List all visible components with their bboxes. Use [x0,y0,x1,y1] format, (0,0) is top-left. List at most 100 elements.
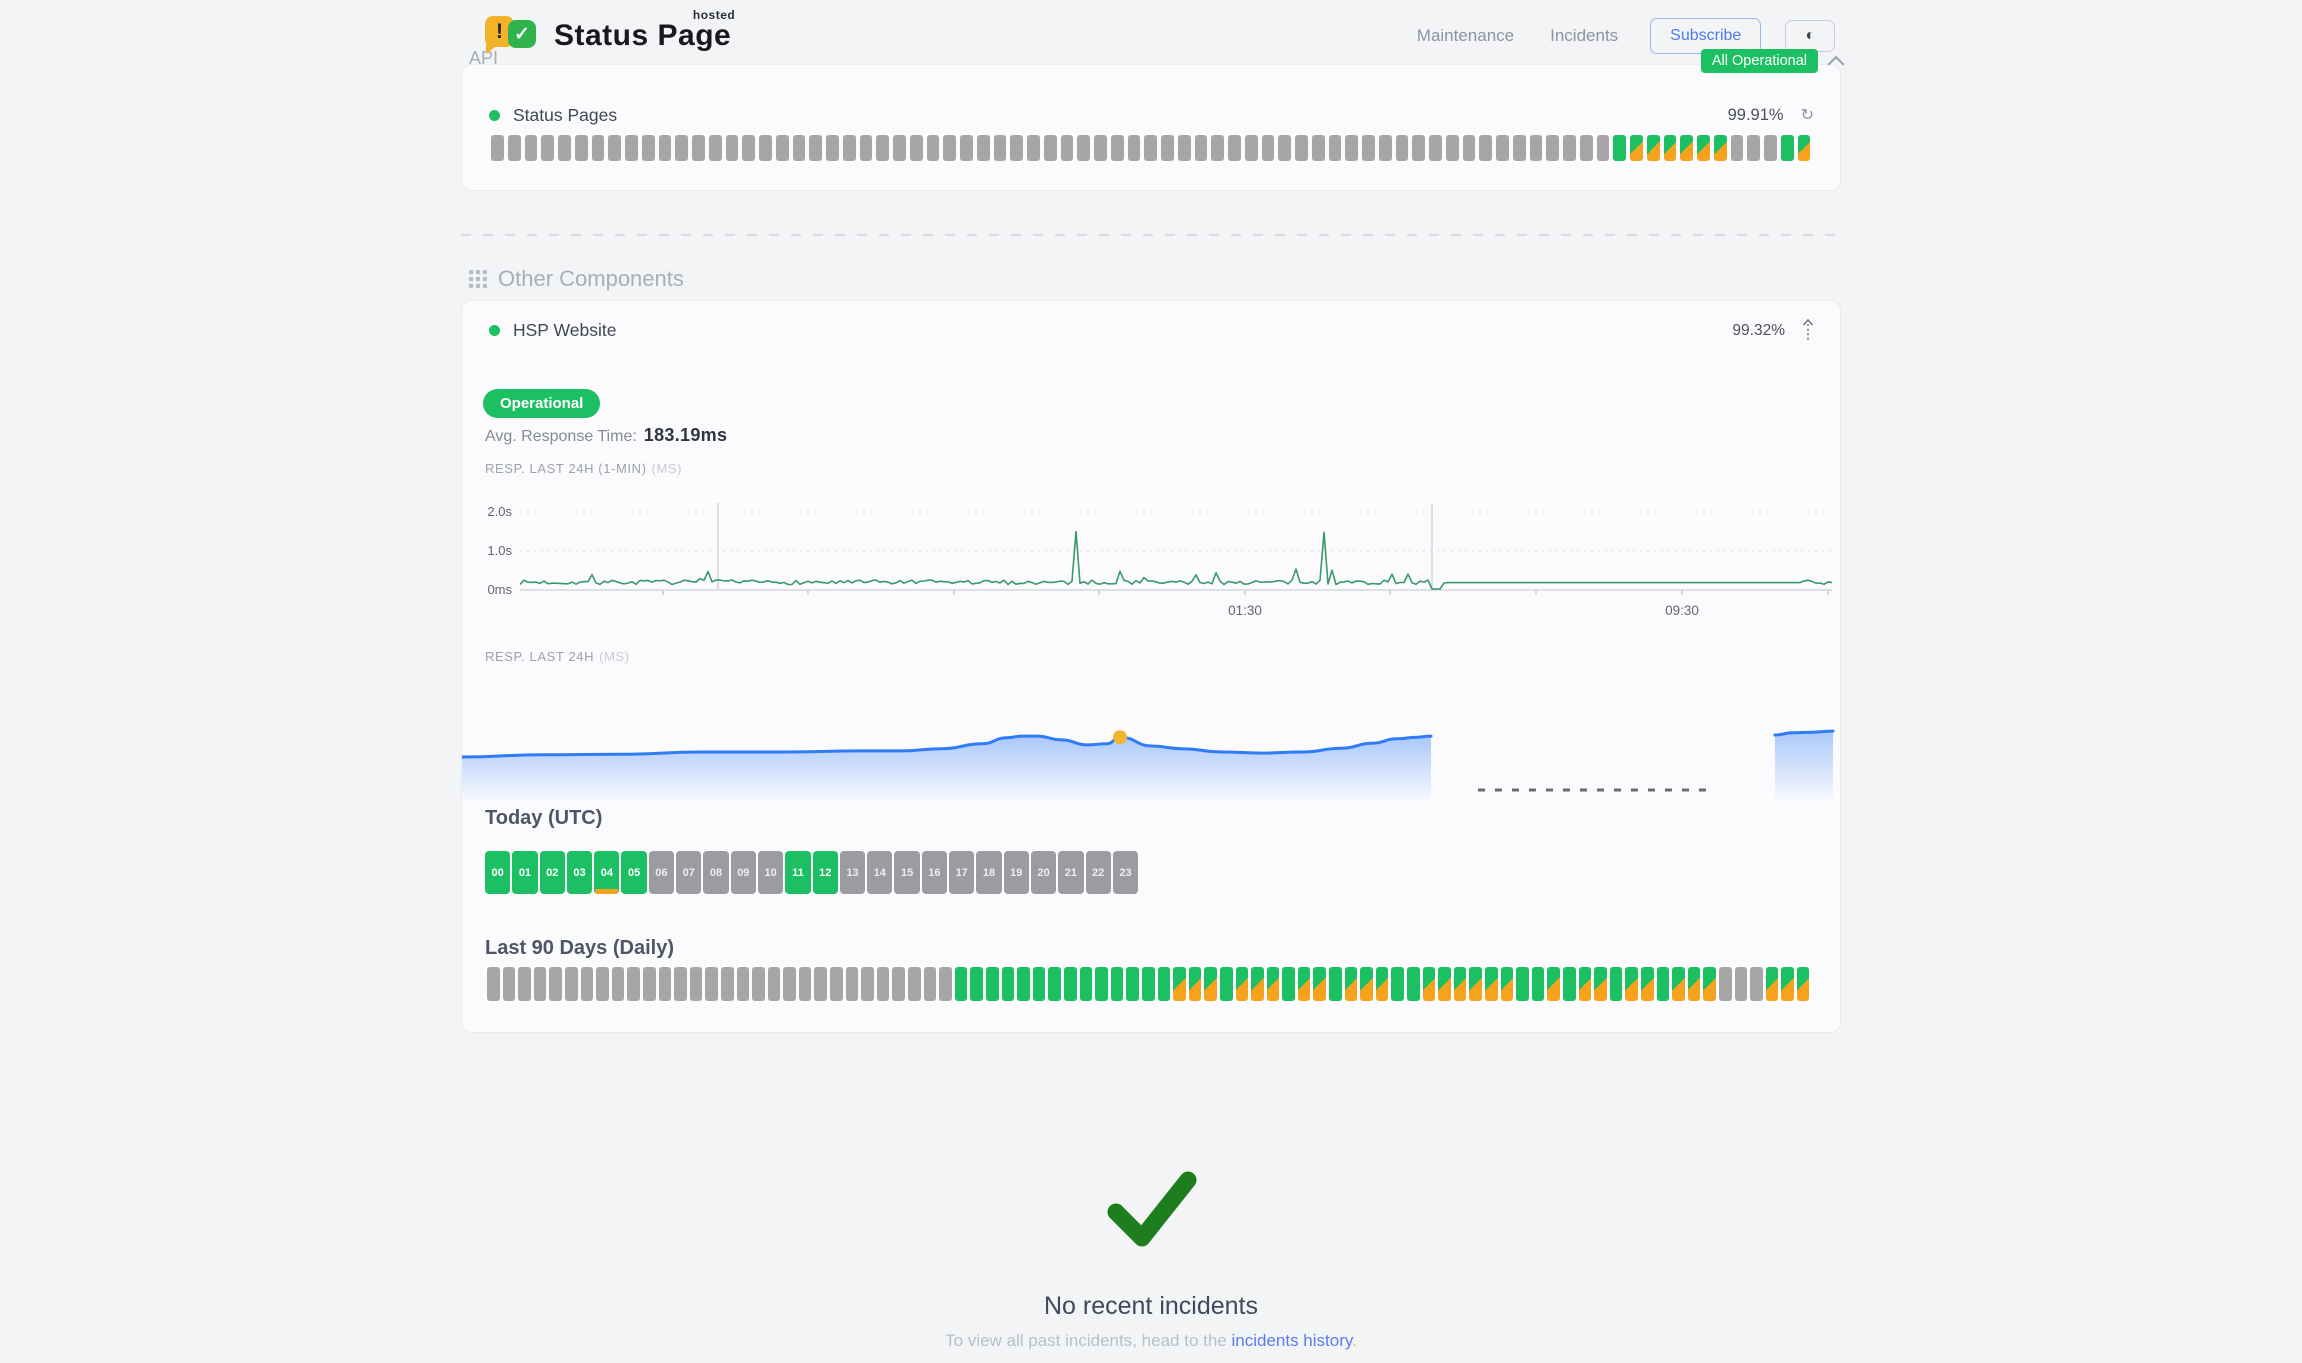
uptime-bar[interactable] [759,135,772,161]
uptime-bar[interactable] [1563,135,1576,161]
hour-block[interactable]: 12 [812,851,838,894]
uptime-bar[interactable] [742,135,755,161]
theme-toggle-button[interactable]: ◐ [1785,20,1835,52]
uptime-bar-90d[interactable] [1032,967,1046,1001]
uptime-bar-90d[interactable] [564,967,578,1001]
uptime-bar-90d[interactable] [986,967,999,1001]
hour-block[interactable]: 18 [976,851,1002,894]
hour-block[interactable]: 22 [1085,851,1111,894]
uptime-bar-90d[interactable] [580,967,594,1001]
uptime-bar[interactable] [1546,135,1559,161]
uptime-bar-90d[interactable] [1531,967,1545,1001]
uptime-bar-90d[interactable] [1640,967,1654,1001]
uptime-bar[interactable] [792,135,806,161]
uptime-bar-90d[interactable] [1266,967,1280,1001]
uptime-bar-90d[interactable] [1188,967,1202,1001]
uptime-bar-90d[interactable] [1407,967,1420,1001]
incidents-history-link[interactable]: incidents history [1231,1331,1353,1350]
uptime-bar-90d[interactable] [1734,967,1748,1001]
uptime-bar[interactable] [1110,135,1124,161]
uptime-bar-90d[interactable] [502,967,516,1001]
uptime-bar-90d[interactable] [1625,967,1638,1001]
uptime-bar[interactable] [826,135,839,161]
uptime-bar[interactable] [1328,135,1342,161]
hour-block[interactable]: 08 [703,851,729,894]
uptime-bar[interactable] [708,135,722,161]
uptime-bar-90d[interactable] [705,967,718,1001]
uptime-bar-90d[interactable] [1235,967,1249,1001]
uptime-bar-90d[interactable] [1141,967,1155,1001]
uptime-bar-90d[interactable] [1516,967,1529,1001]
uptime-bar[interactable] [1764,135,1777,161]
hour-block[interactable]: 03 [566,851,593,894]
uptime-bar-90d[interactable] [767,967,781,1001]
uptime-bar[interactable] [1043,135,1057,161]
uptime-bar[interactable] [1010,135,1023,161]
uptime-bar[interactable] [809,135,822,161]
uptime-bar-90d[interactable] [845,967,859,1001]
uptime-bar[interactable] [658,135,672,161]
response-time-minute-chart[interactable] [462,499,1842,625]
uptime-bar[interactable] [1596,135,1610,161]
uptime-bar[interactable] [1144,135,1157,161]
uptime-bar[interactable] [1060,135,1074,161]
nav-maintenance[interactable]: Maintenance [1416,26,1515,45]
uptime-bar-90d[interactable] [1781,967,1794,1001]
uptime-bar[interactable] [574,135,588,161]
uptime-bar[interactable] [692,135,705,161]
uptime-bar-90d[interactable] [923,967,937,1001]
uptime-bar[interactable] [1027,135,1040,161]
uptime-bar-90d[interactable] [1048,967,1061,1001]
uptime-bar[interactable] [909,135,923,161]
uptime-bar-90d[interactable] [1297,967,1311,1001]
uptime-bar-90d[interactable] [1344,967,1358,1001]
uptime-bar[interactable] [1713,135,1727,161]
uptime-bar-90d[interactable] [1609,967,1623,1001]
hour-block[interactable]: 02 [539,851,565,894]
uptime-bar[interactable] [1780,135,1794,161]
uptime-bar[interactable] [524,135,538,161]
uptime-bar[interactable] [859,135,873,161]
uptime-bar-90d[interactable] [1422,967,1436,1001]
uptime-bar-90d[interactable] [1453,967,1467,1001]
uptime-bar-90d[interactable] [627,967,640,1001]
chevron-up-icon[interactable] [1827,56,1845,66]
hour-block[interactable]: 04 [594,851,620,894]
uptime-bar-90d[interactable] [518,967,531,1001]
hour-block[interactable]: 23 [1112,851,1139,894]
hour-block[interactable]: 09 [730,851,756,894]
uptime-bar[interactable] [641,135,655,161]
uptime-bar[interactable] [876,135,889,161]
uptime-bar[interactable] [1395,135,1409,161]
hour-block[interactable]: 20 [1030,851,1057,894]
uptime-bar[interactable] [1378,135,1392,161]
uptime-bar[interactable] [1261,135,1275,161]
uptime-bar-90d[interactable] [1251,967,1264,1001]
uptime-bar[interactable] [1663,135,1677,161]
uptime-bar-90d[interactable] [1375,967,1389,1001]
uptime-bar-90d[interactable] [814,967,828,1001]
uptime-bar-90d[interactable] [674,967,687,1001]
uptime-bar-90d[interactable] [1173,967,1186,1001]
uptime-bar[interactable] [1161,135,1174,161]
uptime-bar[interactable] [1680,135,1693,161]
uptime-bar[interactable] [1613,135,1626,161]
uptime-bar[interactable] [1730,135,1744,161]
uptime-bar-90d[interactable] [1313,967,1327,1001]
uptime-bar[interactable] [1077,135,1090,161]
uptime-bar-90d[interactable] [783,967,796,1001]
uptime-bar[interactable] [1345,135,1358,161]
uptime-bar[interactable] [1094,135,1107,161]
uptime-bar-90d[interactable] [1157,967,1171,1001]
uptime-bar-90d[interactable] [611,967,625,1001]
uptime-bar-90d[interactable] [1547,967,1560,1001]
uptime-bar[interactable] [993,135,1007,161]
uptime-bar[interactable] [491,135,504,161]
uptime-bar[interactable] [1512,135,1526,161]
uptime-bar-90d[interactable] [876,967,890,1001]
uptime-bar-90d[interactable] [1718,967,1732,1001]
uptime-bar-90d[interactable] [689,967,703,1001]
uptime-bar[interactable] [1194,135,1208,161]
refresh-icon[interactable]: ↻ [1800,106,1814,124]
uptime-bar[interactable] [1429,135,1442,161]
